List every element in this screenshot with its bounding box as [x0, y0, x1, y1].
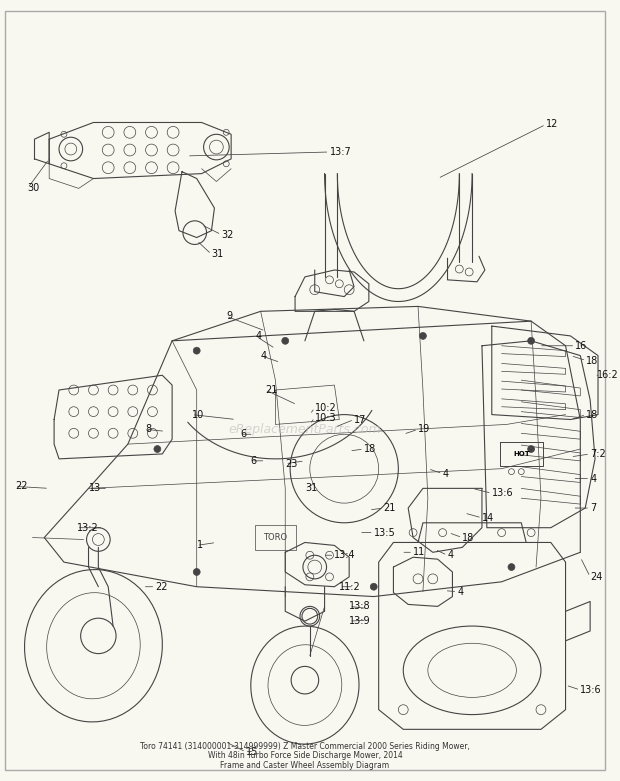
Text: 4: 4	[255, 331, 262, 341]
Circle shape	[420, 333, 427, 340]
Text: 12: 12	[546, 119, 558, 130]
Text: 22: 22	[15, 481, 27, 491]
Circle shape	[154, 446, 161, 452]
Text: 15: 15	[246, 747, 259, 757]
Text: 16:2: 16:2	[597, 370, 619, 380]
Text: 10:2: 10:2	[315, 403, 337, 412]
Text: 4: 4	[590, 473, 596, 483]
Text: 21: 21	[384, 503, 396, 513]
Text: 8: 8	[146, 424, 152, 434]
Text: 7: 7	[590, 503, 596, 513]
Text: 18: 18	[364, 444, 376, 454]
Text: 16: 16	[575, 341, 588, 351]
Text: 14: 14	[482, 513, 494, 522]
Text: 13:7: 13:7	[329, 147, 352, 157]
Text: 31: 31	[305, 483, 317, 494]
Text: 10: 10	[192, 409, 204, 419]
Text: 21: 21	[265, 385, 278, 395]
Text: 17: 17	[354, 415, 366, 425]
Text: 18: 18	[586, 409, 598, 419]
Text: 4: 4	[443, 469, 449, 479]
Text: 11:2: 11:2	[339, 582, 361, 592]
Text: 11: 11	[413, 547, 425, 558]
Text: 18: 18	[463, 533, 474, 543]
Text: 4: 4	[448, 551, 454, 560]
Text: 32: 32	[221, 230, 234, 240]
Text: 7:2: 7:2	[590, 449, 606, 459]
Text: 24: 24	[590, 572, 603, 582]
Text: 31: 31	[211, 249, 224, 259]
Circle shape	[528, 337, 534, 344]
Text: 13:8: 13:8	[349, 601, 371, 612]
Text: 13:6: 13:6	[580, 685, 602, 695]
Text: HOT: HOT	[513, 451, 529, 457]
Circle shape	[193, 569, 200, 576]
Text: TORO: TORO	[264, 533, 288, 542]
Circle shape	[528, 446, 534, 452]
Circle shape	[508, 564, 515, 570]
Text: 9: 9	[226, 312, 232, 321]
Text: 22: 22	[156, 582, 168, 592]
Text: 13:6: 13:6	[492, 488, 513, 498]
Circle shape	[282, 337, 289, 344]
Circle shape	[193, 348, 200, 354]
Text: With 48in Turbo Force Side Discharge Mower, 2014: With 48in Turbo Force Side Discharge Mow…	[208, 751, 402, 761]
Text: 13:9: 13:9	[349, 616, 371, 626]
Circle shape	[370, 583, 377, 590]
Text: 13:4: 13:4	[334, 551, 356, 560]
Text: 10:3: 10:3	[315, 412, 337, 423]
Text: 6: 6	[240, 430, 246, 439]
Text: 4: 4	[458, 587, 464, 597]
Text: Frame and Caster Wheel Assembly Diagram: Frame and Caster Wheel Assembly Diagram	[220, 761, 389, 770]
Text: 30: 30	[27, 184, 40, 194]
Text: Toro 74141 (314000001-314999999) Z Master Commercial 2000 Series Riding Mower,: Toro 74141 (314000001-314999999) Z Maste…	[140, 741, 470, 751]
Text: 4: 4	[260, 351, 267, 361]
Text: 1: 1	[197, 540, 203, 551]
Text: 23: 23	[285, 458, 298, 469]
Text: 13:2: 13:2	[77, 522, 99, 533]
Text: 13: 13	[89, 483, 101, 494]
Text: 13:5: 13:5	[374, 528, 396, 537]
Text: 18: 18	[586, 355, 598, 366]
Text: 19: 19	[418, 424, 430, 434]
Text: eReplacementParts.com: eReplacementParts.com	[229, 423, 381, 436]
Text: 6: 6	[251, 456, 257, 465]
